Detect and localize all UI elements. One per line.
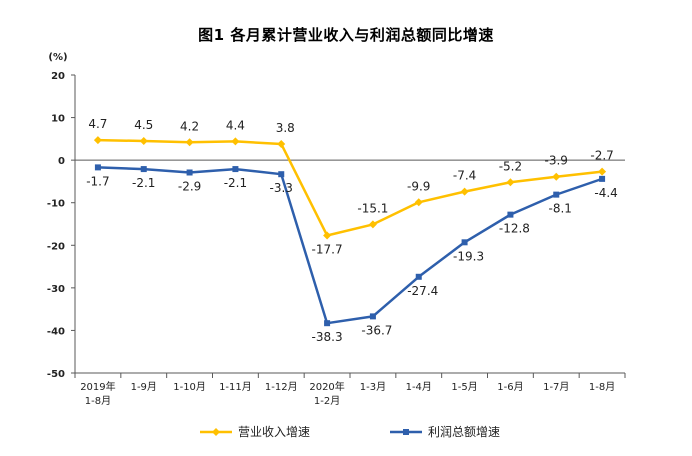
- data-label: -9.9: [407, 179, 430, 193]
- x-tick-label: 1-2月: [314, 395, 340, 407]
- data-point: [460, 187, 469, 196]
- y-tick-label: 10: [51, 114, 65, 125]
- data-label: -3.9: [545, 154, 568, 168]
- legend: 营业收入增速 利润总额增速: [200, 425, 500, 439]
- legend-marker: [403, 429, 409, 435]
- data-labels: 4.7 4.5 4.2 4.4 3.8 -17.7 -15.1 -9.9 -7.4 -5.2 -3.…: [86, 117, 618, 344]
- data-label: 4.7: [88, 117, 107, 131]
- x-tick-label: 2020年: [309, 380, 344, 393]
- x-tick-label: 1-3月: [360, 381, 386, 393]
- series-profit: [94, 164, 606, 327]
- data-label: -7.4: [453, 169, 476, 183]
- data-label: -27.4: [407, 284, 438, 298]
- data-point: [368, 220, 377, 229]
- data-point: [140, 166, 147, 173]
- data-label: -2.9: [178, 179, 201, 193]
- data-point: [552, 172, 561, 181]
- x-tick-label: 1-4月: [406, 381, 432, 393]
- data-label: -17.7: [312, 242, 343, 256]
- data-point: [93, 136, 102, 145]
- y-tick-label: -30: [47, 284, 65, 295]
- data-point: [185, 138, 194, 147]
- y-tick-label: -40: [47, 326, 65, 337]
- legend-label: 利润总额增速: [428, 425, 500, 439]
- data-point: [507, 211, 514, 218]
- data-label: -38.3: [312, 330, 343, 344]
- x-tick-label: 1-8月: [85, 395, 111, 407]
- data-label: -1.7: [86, 174, 109, 188]
- x-tick-label: 1-11月: [219, 381, 252, 393]
- data-label: -15.1: [357, 201, 388, 215]
- series-revenue: [93, 136, 607, 240]
- data-label: -3.3: [270, 181, 293, 195]
- legend-item: 营业收入增速: [200, 425, 310, 439]
- data-point: [369, 313, 376, 320]
- x-tick-label: 1-9月: [131, 381, 157, 393]
- x-tick-label: 1-5月: [451, 381, 477, 393]
- x-tick-label: 1-12月: [265, 381, 298, 393]
- data-label: -19.3: [453, 249, 484, 263]
- data-point: [599, 175, 606, 182]
- data-point: [277, 139, 286, 148]
- data-label: 3.8: [276, 121, 295, 135]
- data-label: -36.7: [361, 323, 392, 337]
- y-tick-label: 0: [58, 156, 65, 167]
- series-layer: [93, 136, 607, 327]
- y-tick-label: -50: [47, 369, 65, 380]
- data-point: [598, 167, 607, 176]
- chart-title: 图1 各月累计营业收入与利润总额同比增速: [198, 26, 494, 44]
- legend-marker: [212, 428, 220, 436]
- x-tick-label: 1-8月: [589, 381, 615, 393]
- data-label: -2.1: [132, 176, 155, 190]
- data-label: -4.4: [594, 186, 617, 200]
- data-point: [278, 171, 285, 178]
- legend-item: 利润总额增速: [390, 425, 500, 439]
- series-line: [97, 138, 603, 237]
- data-point: [186, 169, 193, 176]
- data-point: [461, 239, 468, 246]
- data-label: 4.4: [226, 118, 245, 132]
- data-point: [139, 136, 148, 145]
- data-point: [415, 273, 422, 280]
- x-tick-label: 1-6月: [497, 381, 523, 393]
- data-point: [232, 166, 239, 173]
- legend-label: 营业收入增速: [238, 425, 310, 439]
- y-tick-label: -20: [47, 241, 65, 252]
- data-label: 4.5: [134, 118, 153, 132]
- series-line: [97, 166, 603, 325]
- x-tick-label: 2019年: [80, 380, 115, 393]
- data-point: [414, 198, 423, 207]
- y-axis-unit: (%): [48, 52, 67, 63]
- y-tick-label: -10: [47, 199, 65, 210]
- data-label: -2.7: [590, 149, 613, 163]
- x-tick-label: 1-10月: [173, 381, 206, 393]
- axes: (%) 20 10 0 -10 -20 -30 -40 -50 2019年 1-8月 1-9月 1-10…: [47, 52, 626, 407]
- data-label: -8.1: [549, 202, 572, 216]
- data-label: 4.2: [180, 119, 199, 133]
- y-tick-label: 20: [51, 71, 65, 82]
- data-label: -2.1: [224, 176, 247, 190]
- data-point: [323, 231, 332, 240]
- data-label: -5.2: [499, 159, 522, 173]
- data-point: [553, 191, 560, 198]
- data-point: [231, 137, 240, 146]
- data-point: [324, 320, 331, 327]
- data-label: -12.8: [499, 222, 530, 236]
- x-tick-label: 1-7月: [543, 381, 569, 393]
- data-point: [506, 178, 515, 187]
- data-point: [94, 164, 101, 171]
